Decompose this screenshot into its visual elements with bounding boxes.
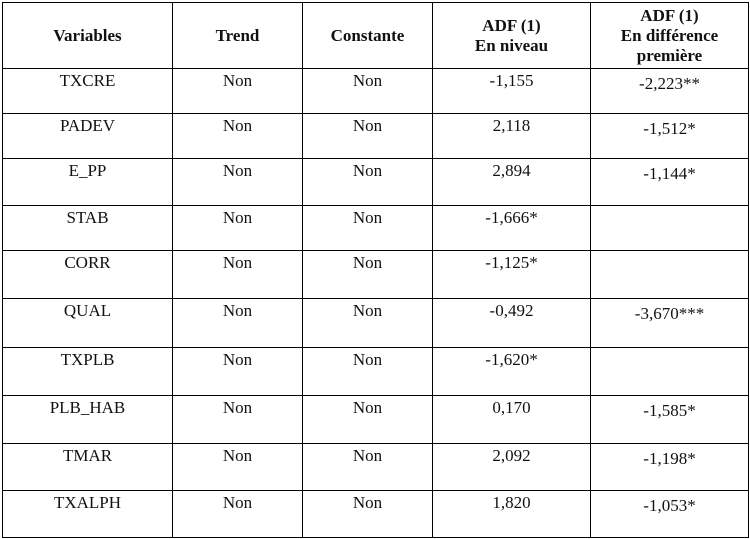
table-cell: Non [172, 250, 303, 299]
header-cell: ADF (1) En niveau [432, 2, 591, 69]
table-cell: Non [302, 347, 433, 396]
header-text: Trend [215, 25, 260, 45]
table-cell: -1,666* [432, 205, 591, 251]
table-cell: Non [172, 443, 303, 491]
table-cell: Non [302, 250, 433, 299]
table-cell: CORR [2, 250, 173, 299]
table-row: PLB_HAB Non Non 0,170 -1,585* [2, 395, 749, 444]
table-cell: 2,894 [432, 158, 591, 206]
table-cell: Non [172, 68, 303, 114]
table-row: TXCRE Non Non -1,155 -2,223** [2, 68, 749, 114]
header-cell: Constante [302, 2, 433, 69]
table-cell: TXCRE [2, 68, 173, 114]
table-cell: STAB [2, 205, 173, 251]
table-cell: -1,125* [432, 250, 591, 299]
header-text: Constante [330, 25, 405, 45]
table-cell: Non [302, 443, 433, 491]
table-row: QUAL Non Non -0,492 -3,670*** [2, 298, 749, 348]
table-cell [590, 205, 749, 251]
header-text: Variables [53, 25, 122, 45]
table-cell: -1,053* [590, 490, 749, 538]
table-cell: Non [302, 113, 433, 159]
table-row: PADEV Non Non 2,118 -1,512* [2, 113, 749, 159]
table-cell [590, 250, 749, 299]
table-cell: -2,223** [590, 68, 749, 114]
table-cell: E_PP [2, 158, 173, 206]
table-cell: Non [302, 205, 433, 251]
table-cell: Non [172, 395, 303, 444]
header-text: En niveau [474, 35, 549, 55]
table-cell: -0,492 [432, 298, 591, 348]
table-row: TXALPH Non Non 1,820 -1,053* [2, 490, 749, 538]
table-cell: -1,512* [590, 113, 749, 159]
table-cell: TMAR [2, 443, 173, 491]
table-cell: TXPLB [2, 347, 173, 396]
header-text: première [636, 45, 703, 65]
table-cell: TXALPH [2, 490, 173, 538]
header-text: ADF (1) [482, 15, 541, 35]
table-cell: Non [302, 158, 433, 206]
table-cell: Non [302, 395, 433, 444]
header-cell: ADF (1) En différence première [590, 2, 749, 69]
table-cell: Non [172, 347, 303, 396]
table-cell [590, 347, 749, 396]
table-row: E_PP Non Non 2,894 -1,144* [2, 158, 749, 206]
table-cell: QUAL [2, 298, 173, 348]
table-row: CORR Non Non -1,125* [2, 250, 749, 299]
table-cell: Non [302, 68, 433, 114]
table-cell: PADEV [2, 113, 173, 159]
table-cell: -1,155 [432, 68, 591, 114]
header-cell: Variables [2, 2, 173, 69]
table-cell: -3,670*** [590, 298, 749, 348]
table-cell: PLB_HAB [2, 395, 173, 444]
table-cell: Non [302, 298, 433, 348]
table-cell: Non [172, 113, 303, 159]
table-cell: -1,198* [590, 443, 749, 491]
header-text: En différence [620, 25, 719, 45]
table-cell: Non [172, 490, 303, 538]
table-cell: 2,092 [432, 443, 591, 491]
table-cell: 0,170 [432, 395, 591, 444]
table-cell: -1,620* [432, 347, 591, 396]
header-row: Variables Trend Constante ADF (1) En niveau A… [2, 2, 749, 69]
table-cell: -1,585* [590, 395, 749, 444]
table-cell: Non [172, 158, 303, 206]
table-row: STAB Non Non -1,666* [2, 205, 749, 251]
table-row: TMAR Non Non 2,092 -1,198* [2, 443, 749, 491]
table-row: TXPLB Non Non -1,620* [2, 347, 749, 396]
table-cell: Non [172, 205, 303, 251]
table-cell: 2,118 [432, 113, 591, 159]
table-cell: Non [172, 298, 303, 348]
table-cell: Non [302, 490, 433, 538]
table-cell: 1,820 [432, 490, 591, 538]
header-cell: Trend [172, 2, 303, 69]
header-text: ADF (1) [640, 5, 699, 25]
table-cell: -1,144* [590, 158, 749, 206]
